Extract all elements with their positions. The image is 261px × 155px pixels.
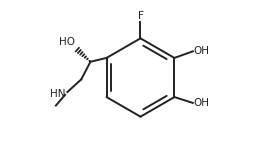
Text: OH: OH (194, 46, 210, 56)
Text: HO: HO (59, 37, 75, 47)
Text: HN: HN (50, 89, 65, 99)
Text: F: F (138, 11, 144, 21)
Text: OH: OH (194, 98, 210, 108)
